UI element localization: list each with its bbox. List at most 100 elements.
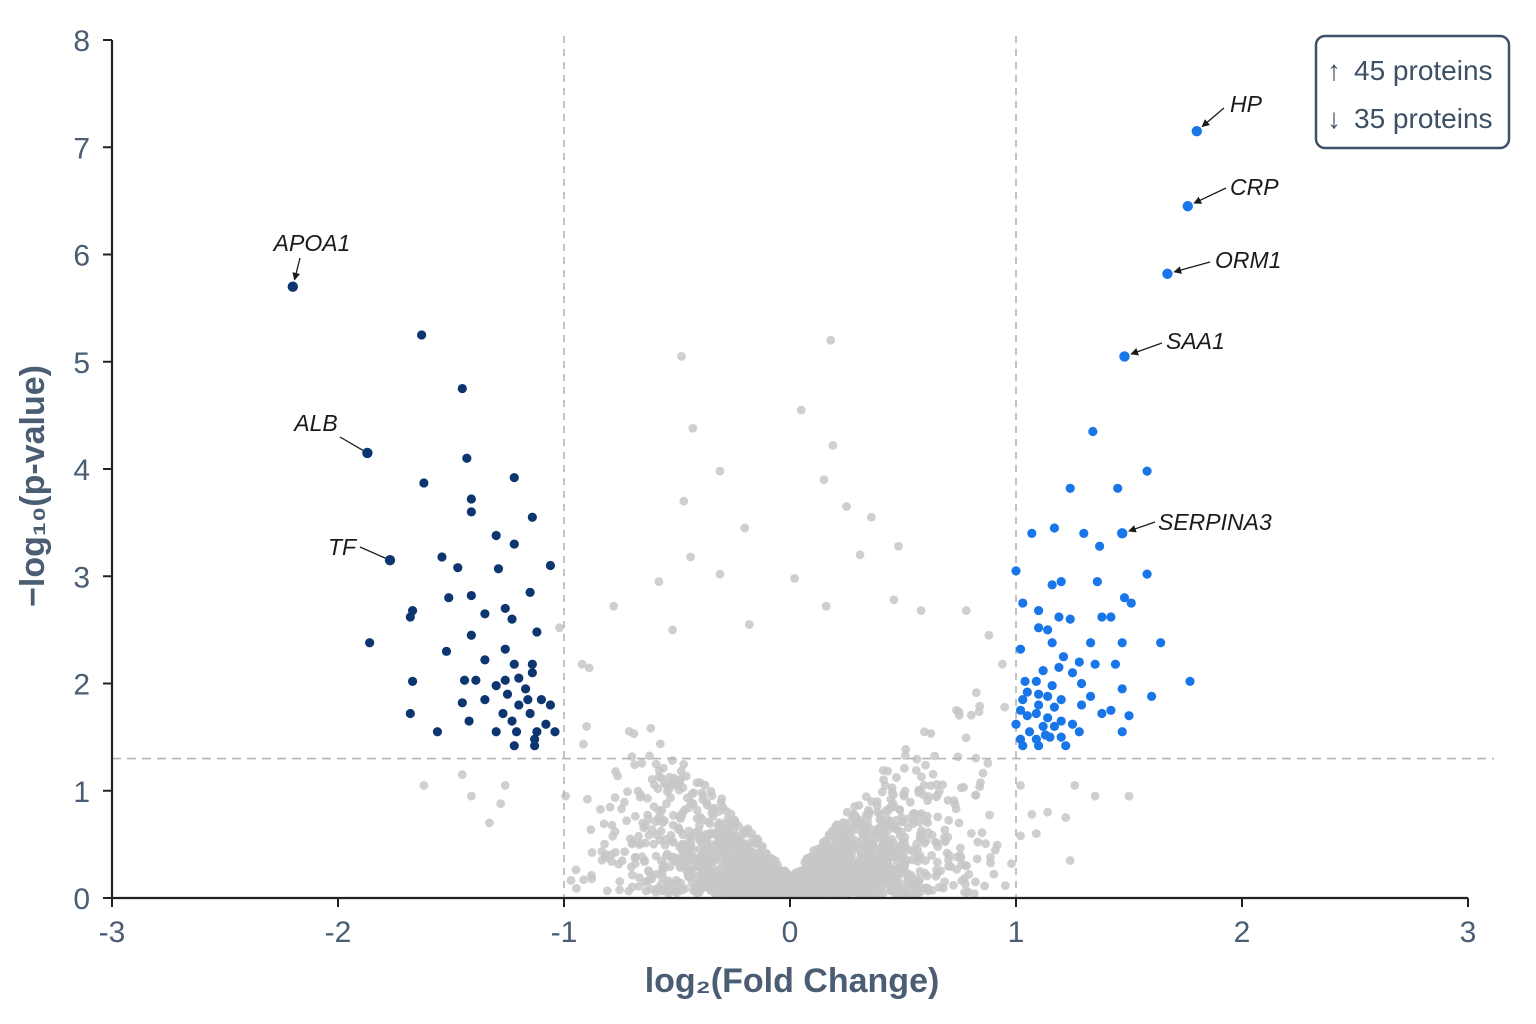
ns-point	[638, 818, 648, 828]
ns-point	[915, 830, 925, 840]
ns-point	[877, 828, 887, 838]
ns-point	[620, 847, 630, 857]
ns-point	[702, 833, 712, 842]
up-point	[1056, 577, 1066, 587]
ns-point	[1090, 791, 1100, 801]
ns-point	[920, 838, 929, 848]
ns-point	[647, 775, 657, 784]
ns-point	[620, 797, 629, 807]
ns-point	[684, 871, 693, 881]
ns-point	[485, 818, 494, 828]
ns-point	[936, 866, 946, 876]
up-point	[1110, 659, 1121, 669]
up-point	[1011, 719, 1021, 729]
annotation-label: ORM1	[1215, 247, 1281, 273]
x-tick-label: -1	[551, 916, 578, 949]
up-point	[1117, 638, 1127, 648]
up-point	[1124, 711, 1134, 721]
ns-point	[866, 847, 876, 857]
ns-point	[738, 865, 748, 875]
up-point	[1079, 528, 1089, 538]
down-point	[466, 507, 476, 517]
ns-point	[678, 851, 687, 861]
ns-point	[762, 857, 772, 867]
ns-point	[940, 825, 950, 835]
up-point	[1056, 694, 1066, 705]
ns-point	[805, 874, 814, 884]
x-tick-label: -2	[325, 916, 352, 949]
ns-point	[1000, 702, 1010, 712]
ns-point	[823, 868, 832, 878]
annotation-leader	[339, 436, 364, 451]
ns-point	[1016, 831, 1025, 841]
ns-point	[633, 786, 643, 796]
ns-point	[954, 707, 964, 717]
up-point	[1034, 700, 1044, 710]
ns-point	[773, 860, 782, 870]
down-point	[514, 673, 524, 683]
ns-point	[740, 523, 750, 533]
ns-point	[858, 834, 867, 843]
ns-point	[656, 879, 666, 889]
ns-point	[900, 837, 909, 847]
ns-point	[926, 781, 936, 791]
y-tick-label: 2	[73, 669, 90, 702]
ns-point	[841, 866, 851, 876]
ns-point	[587, 874, 597, 884]
ns-point	[714, 820, 724, 829]
up-point	[1043, 625, 1053, 635]
ns-point	[880, 851, 890, 861]
ns-point	[971, 790, 980, 800]
down-point	[480, 655, 490, 665]
up-point	[1067, 719, 1078, 729]
ns-point	[849, 814, 859, 824]
ns-point	[983, 758, 993, 768]
ns-point	[763, 851, 772, 860]
down-point	[532, 627, 542, 637]
ns-point	[953, 752, 963, 762]
down-point	[541, 719, 551, 729]
down-point	[511, 727, 522, 737]
up-point	[1049, 523, 1060, 533]
ns-point	[711, 880, 721, 890]
ns-point	[813, 880, 823, 890]
down-point	[493, 564, 504, 574]
ns-point	[780, 877, 790, 887]
up-point	[1011, 566, 1021, 576]
legend-up-arrow-icon: ↑	[1327, 55, 1341, 86]
ns-point	[645, 751, 654, 761]
down-point	[520, 684, 531, 694]
up-point	[1085, 691, 1096, 701]
up-point	[1117, 684, 1127, 694]
ns-point	[914, 788, 924, 798]
ns-point	[1061, 813, 1071, 822]
ns-point	[922, 871, 932, 881]
ns-point	[577, 659, 587, 669]
ns-point	[582, 722, 591, 731]
ns-point	[640, 838, 650, 848]
ns-point	[912, 754, 922, 764]
ns-point	[634, 873, 644, 882]
up-point	[1074, 727, 1084, 737]
ns-point	[674, 812, 684, 821]
ns-point	[900, 847, 910, 856]
ns-point	[600, 839, 609, 849]
ns-point	[729, 849, 739, 859]
labeled-point	[1182, 201, 1193, 212]
annotation-label: ALB	[292, 410, 337, 436]
down-point	[462, 453, 472, 463]
ns-point	[655, 739, 665, 749]
up-point	[1065, 483, 1075, 493]
up-point	[1088, 426, 1098, 437]
ns-point	[607, 820, 617, 830]
ns-point	[815, 861, 824, 870]
up-point	[1018, 598, 1028, 608]
ns-point	[579, 875, 589, 885]
up-point	[1045, 732, 1055, 742]
labeled-point	[287, 281, 298, 292]
ns-point	[823, 844, 833, 853]
ns-point	[670, 853, 680, 863]
ns-point	[755, 847, 764, 857]
ns-point	[748, 847, 757, 857]
ns-point	[715, 466, 725, 476]
